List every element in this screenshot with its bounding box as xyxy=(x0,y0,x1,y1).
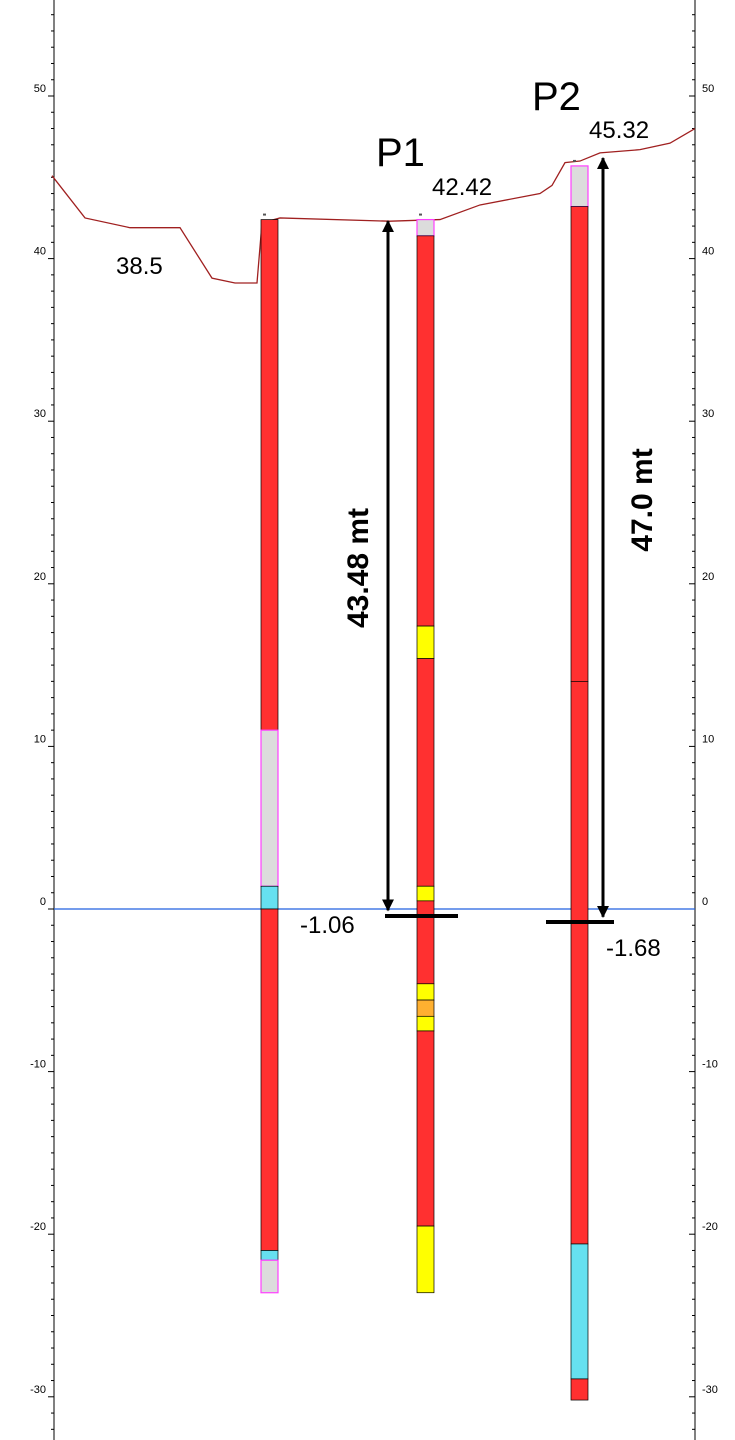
borehole-layer xyxy=(416,625,435,659)
borehole-layer xyxy=(416,900,435,985)
axis-tick-label: -20 xyxy=(30,1221,46,1233)
p2-top-elevation: 45.32 xyxy=(589,117,649,144)
borehole-layer xyxy=(260,908,279,1251)
p1-top-elevation: 42.42 xyxy=(432,174,492,201)
axis-tick-label: -30 xyxy=(30,1384,46,1396)
axis-tick-label: 50 xyxy=(34,83,46,95)
borehole-top-marker xyxy=(573,159,576,162)
axis-tick-label: -10 xyxy=(30,1059,46,1071)
depth-dimension-arrows xyxy=(382,156,609,918)
p1-label: P1 xyxy=(376,131,425,175)
axis-tick-label: -10 xyxy=(702,1059,718,1071)
borehole-p2 xyxy=(570,159,589,1401)
borehole-layer xyxy=(416,999,435,1017)
borehole-layer xyxy=(570,165,589,208)
borehole-layer xyxy=(260,1259,279,1294)
axis-tick-label: -30 xyxy=(702,1384,718,1396)
p2-label: P2 xyxy=(532,75,581,119)
axis-tick-label: 40 xyxy=(702,246,714,258)
borehole-layer xyxy=(416,1015,435,1032)
borehole-layer xyxy=(416,1225,435,1294)
borehole-p1 xyxy=(416,213,435,1294)
borehole-layer xyxy=(416,885,435,902)
right-elevation-axis: 50 40 30 20 10 0 -10 -20 -30 xyxy=(689,0,718,1440)
borehole-layer xyxy=(260,729,279,887)
axis-tick-label: 0 xyxy=(702,896,708,908)
borehole-layer xyxy=(416,983,435,1001)
axis-tick-label: 20 xyxy=(702,571,714,583)
p2-depth-label: 47.0 mt xyxy=(626,448,659,551)
axis-tick-label: 20 xyxy=(34,571,46,583)
axis-tick-label: -20 xyxy=(702,1221,718,1233)
borehole-layer xyxy=(260,219,279,731)
borehole-top-marker xyxy=(263,213,266,216)
axis-tick-label: 10 xyxy=(702,733,714,745)
borehole-columns xyxy=(260,159,589,1401)
ground-profile-line xyxy=(51,127,696,284)
left-ground-elevation: 38.5 xyxy=(116,253,163,280)
borehole-layer xyxy=(416,235,435,627)
borehole-layer xyxy=(570,1243,589,1380)
borehole-layer xyxy=(416,658,435,887)
axis-tick-label: 50 xyxy=(702,83,714,95)
borehole-layer xyxy=(570,1378,589,1401)
p2-bottom-elevation: -1.68 xyxy=(606,935,661,962)
axis-tick-label: 10 xyxy=(34,733,46,745)
left-elevation-axis: 50 40 30 20 10 0 -10 -20 -30 xyxy=(30,0,55,1440)
p1-bottom-elevation: -1.06 xyxy=(300,912,355,939)
borehole-layer xyxy=(570,206,589,682)
borehole-layer xyxy=(260,885,279,910)
axis-tick-label: 40 xyxy=(34,246,46,258)
borehole-left xyxy=(260,213,279,1294)
borehole-top-marker xyxy=(419,213,422,216)
p1-depth-label: 43.48 mt xyxy=(342,508,375,628)
axis-tick-label: 30 xyxy=(34,408,46,420)
axis-tick-label: 0 xyxy=(40,896,46,908)
borehole-layer xyxy=(570,681,589,1245)
borehole-layer xyxy=(416,218,435,237)
borehole-layer xyxy=(416,1030,435,1227)
borehole-layer xyxy=(260,1250,279,1261)
axis-tick-label: 30 xyxy=(702,408,714,420)
